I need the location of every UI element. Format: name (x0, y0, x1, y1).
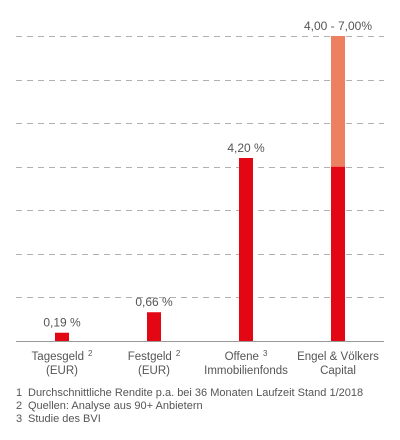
category-label-line2-3: Capital (320, 365, 356, 377)
category-label-text: Offene (225, 351, 259, 363)
category-label-3: Engel & Völkers (297, 351, 379, 363)
footnote-3: 3 Studie des BVI (16, 413, 101, 425)
bar-0 (55, 332, 69, 341)
footnote-2: 2 Quellen: Analyse aus 90+ Anbietern (16, 400, 203, 412)
bar-range-3 (331, 36, 345, 167)
category-label-2: Offene 3 (225, 349, 268, 363)
footnotes: 1 Durchschnittliche Rendite p.a. bei 36 M… (16, 387, 363, 426)
category-label-text: Festgeld (128, 351, 172, 363)
data-label-2: 4,20 % (227, 141, 265, 155)
category-label-1: Festgeld 2 (128, 349, 181, 363)
category-label-line2-2: Immobilienfonds (204, 365, 288, 377)
category-footnote-ref: 3 (263, 349, 268, 358)
category-label-text: Tagesgeld (32, 351, 84, 363)
bar-3 (331, 166, 345, 341)
category-label-0: Tagesgeld 2 (32, 349, 93, 363)
category-label-line2-1: (EUR) (138, 365, 170, 377)
data-label-0: 0,19 % (43, 316, 81, 330)
bar-1 (147, 312, 161, 341)
footnote-1: 1 Durchschnittliche Rendite p.a. bei 36 M… (16, 387, 364, 399)
bar-chart: 0,19 % Tagesgeld 2 (EUR) 0,66 % Festgeld 2 (EUR… (16, 19, 384, 377)
category-footnote-ref: 2 (88, 349, 93, 358)
category-footnote-ref: 2 (176, 349, 181, 358)
bar-2 (239, 158, 253, 341)
data-label-1: 0,66 % (135, 295, 173, 309)
category-label-text: Engel & Völkers (297, 351, 379, 363)
data-label-3: 4,00 - 7,00% (304, 19, 372, 33)
category-label-line2-0: (EUR) (46, 365, 78, 377)
